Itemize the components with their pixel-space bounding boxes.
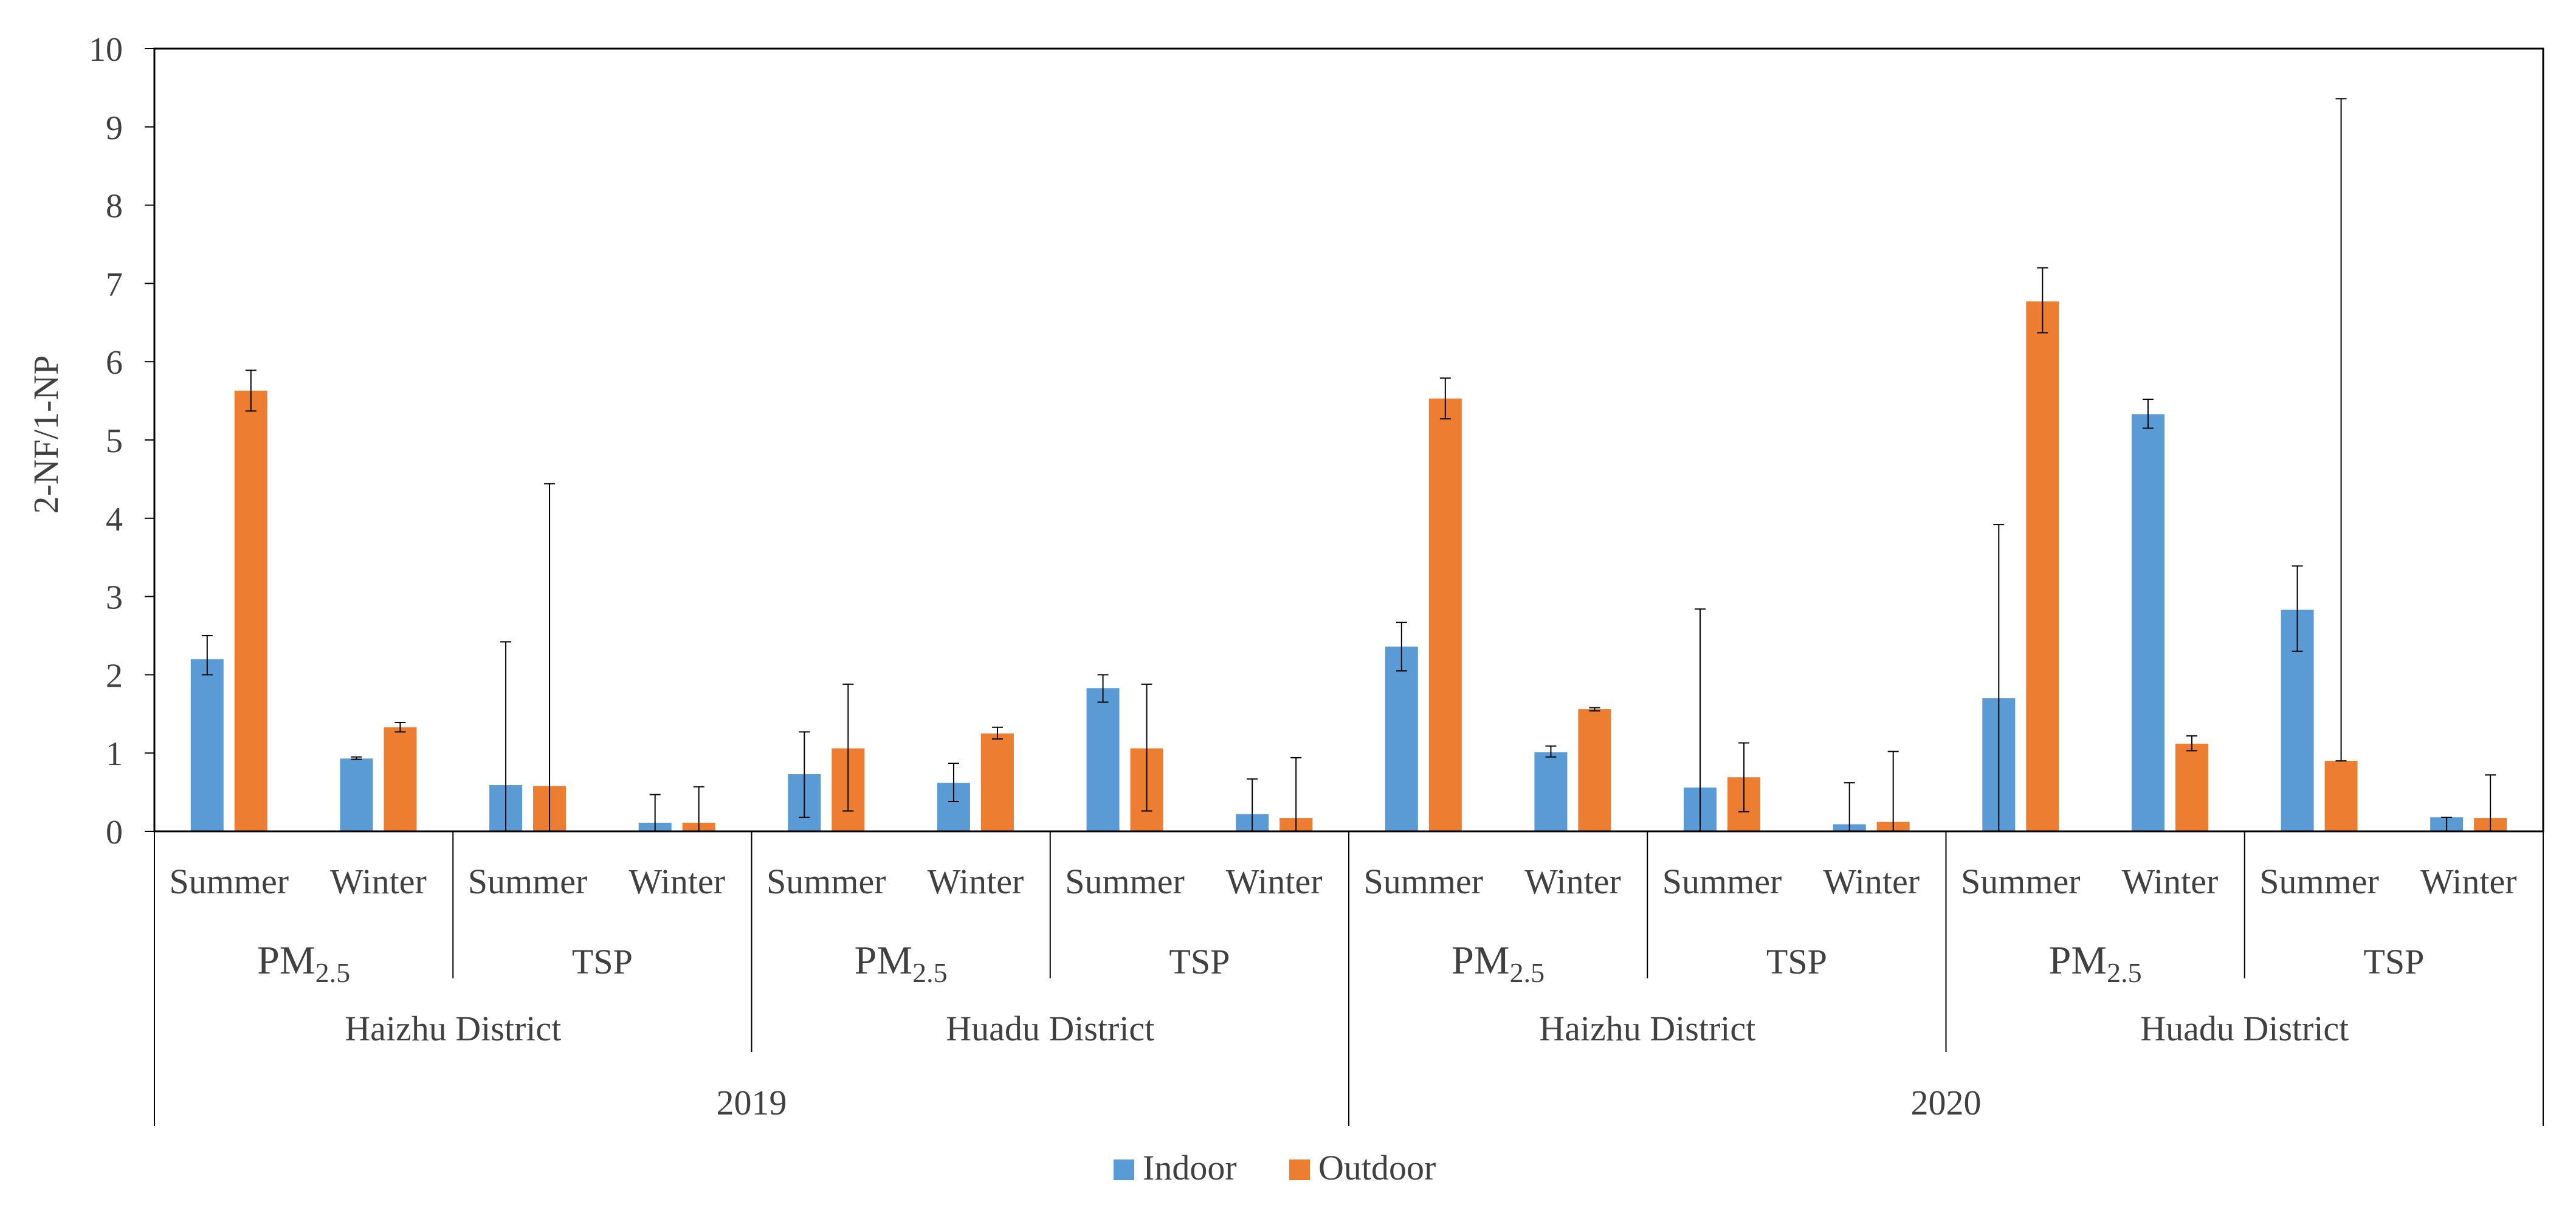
x-season-label: Winter: [2420, 862, 2517, 901]
bar-outdoor: [1578, 709, 1611, 831]
x-particle-label: TSP: [1169, 942, 1230, 981]
legend-label-indoor: Indoor: [1143, 1148, 1237, 1187]
bars: [190, 301, 2507, 831]
bar-indoor: [1534, 752, 1568, 831]
x-season-label: Summer: [766, 862, 886, 901]
x-season-label: Summer: [468, 862, 588, 901]
x-particle-label: PM2.5: [2049, 938, 2142, 988]
y-tick-label: 2: [106, 657, 123, 695]
x-particle-label: TSP: [572, 942, 633, 981]
error-bars: [201, 98, 2496, 832]
y-tick-label: 3: [106, 579, 123, 617]
y-axis-label: 2-NF/1-NP: [26, 355, 66, 514]
bar-outdoor: [2324, 761, 2358, 831]
bar-outdoor: [384, 727, 417, 831]
y-tick-label: 1: [106, 735, 123, 773]
x-season-label: Summer: [1065, 862, 1185, 901]
bar-outdoor: [2175, 743, 2208, 831]
x-season-label: Winter: [1823, 862, 1920, 901]
x-particle-label: PM2.5: [1452, 938, 1545, 988]
x-year-label: 2019: [717, 1083, 787, 1122]
x-season-label: Winter: [629, 862, 725, 901]
x-season-label: Winter: [1524, 862, 1621, 901]
x-district-label: Huadu District: [2140, 1009, 2349, 1048]
x-season-label: Winter: [2122, 862, 2219, 901]
x-district-label: Huadu District: [946, 1009, 1154, 1048]
x-season-label: Summer: [2259, 862, 2379, 901]
y-tick-label: 7: [106, 266, 123, 303]
bar-outdoor: [234, 390, 267, 831]
y-tick-label: 5: [106, 422, 123, 460]
legend-swatch-outdoor: [1289, 1159, 1310, 1180]
y-tick-label: 8: [106, 188, 123, 225]
x-season-label: Winter: [1226, 862, 1323, 901]
bar-outdoor: [2026, 301, 2059, 831]
y-tick-label: 0: [106, 814, 123, 851]
x-axis-categories: Summer Winter Summer Winter Summer Winter Summ…: [154, 831, 2544, 1126]
y-tick-label: 6: [106, 344, 123, 382]
y-axis-ticks: 0 1 2 3 4 5 6 7 8 9 10: [89, 31, 154, 851]
bar-indoor: [2131, 414, 2164, 831]
x-season-label: Summer: [1364, 862, 1484, 901]
bar-indoor: [340, 758, 373, 831]
bar-indoor: [1086, 688, 1120, 831]
bar-outdoor: [980, 733, 1014, 831]
bar-indoor: [190, 659, 224, 831]
x-particle-label: TSP: [1766, 942, 1827, 981]
x-particle-label: PM2.5: [257, 938, 350, 988]
x-season-label: Winter: [928, 862, 1024, 901]
bar-outdoor: [1428, 398, 1462, 831]
x-particle-label: TSP: [2363, 942, 2424, 981]
x-season-label: Summer: [1662, 862, 1782, 901]
legend: Indoor Outdoor: [1114, 1148, 1436, 1187]
legend-label-outdoor: Outdoor: [1318, 1148, 1436, 1187]
y-tick-label: 9: [106, 109, 123, 147]
x-season-label: Winter: [330, 862, 427, 901]
x-particle-label: PM2.5: [855, 938, 948, 988]
y-tick-label: 4: [106, 501, 123, 538]
x-district-label: Haizhu District: [345, 1009, 561, 1048]
x-year-label: 2020: [1911, 1083, 1982, 1122]
x-district-label: Haizhu District: [1539, 1009, 1755, 1048]
y-tick-label: 10: [89, 31, 123, 69]
x-season-label: Summer: [1961, 862, 2081, 901]
x-season-label: Summer: [170, 862, 289, 901]
bar-indoor: [1385, 647, 1418, 831]
legend-swatch-indoor: [1114, 1159, 1134, 1180]
